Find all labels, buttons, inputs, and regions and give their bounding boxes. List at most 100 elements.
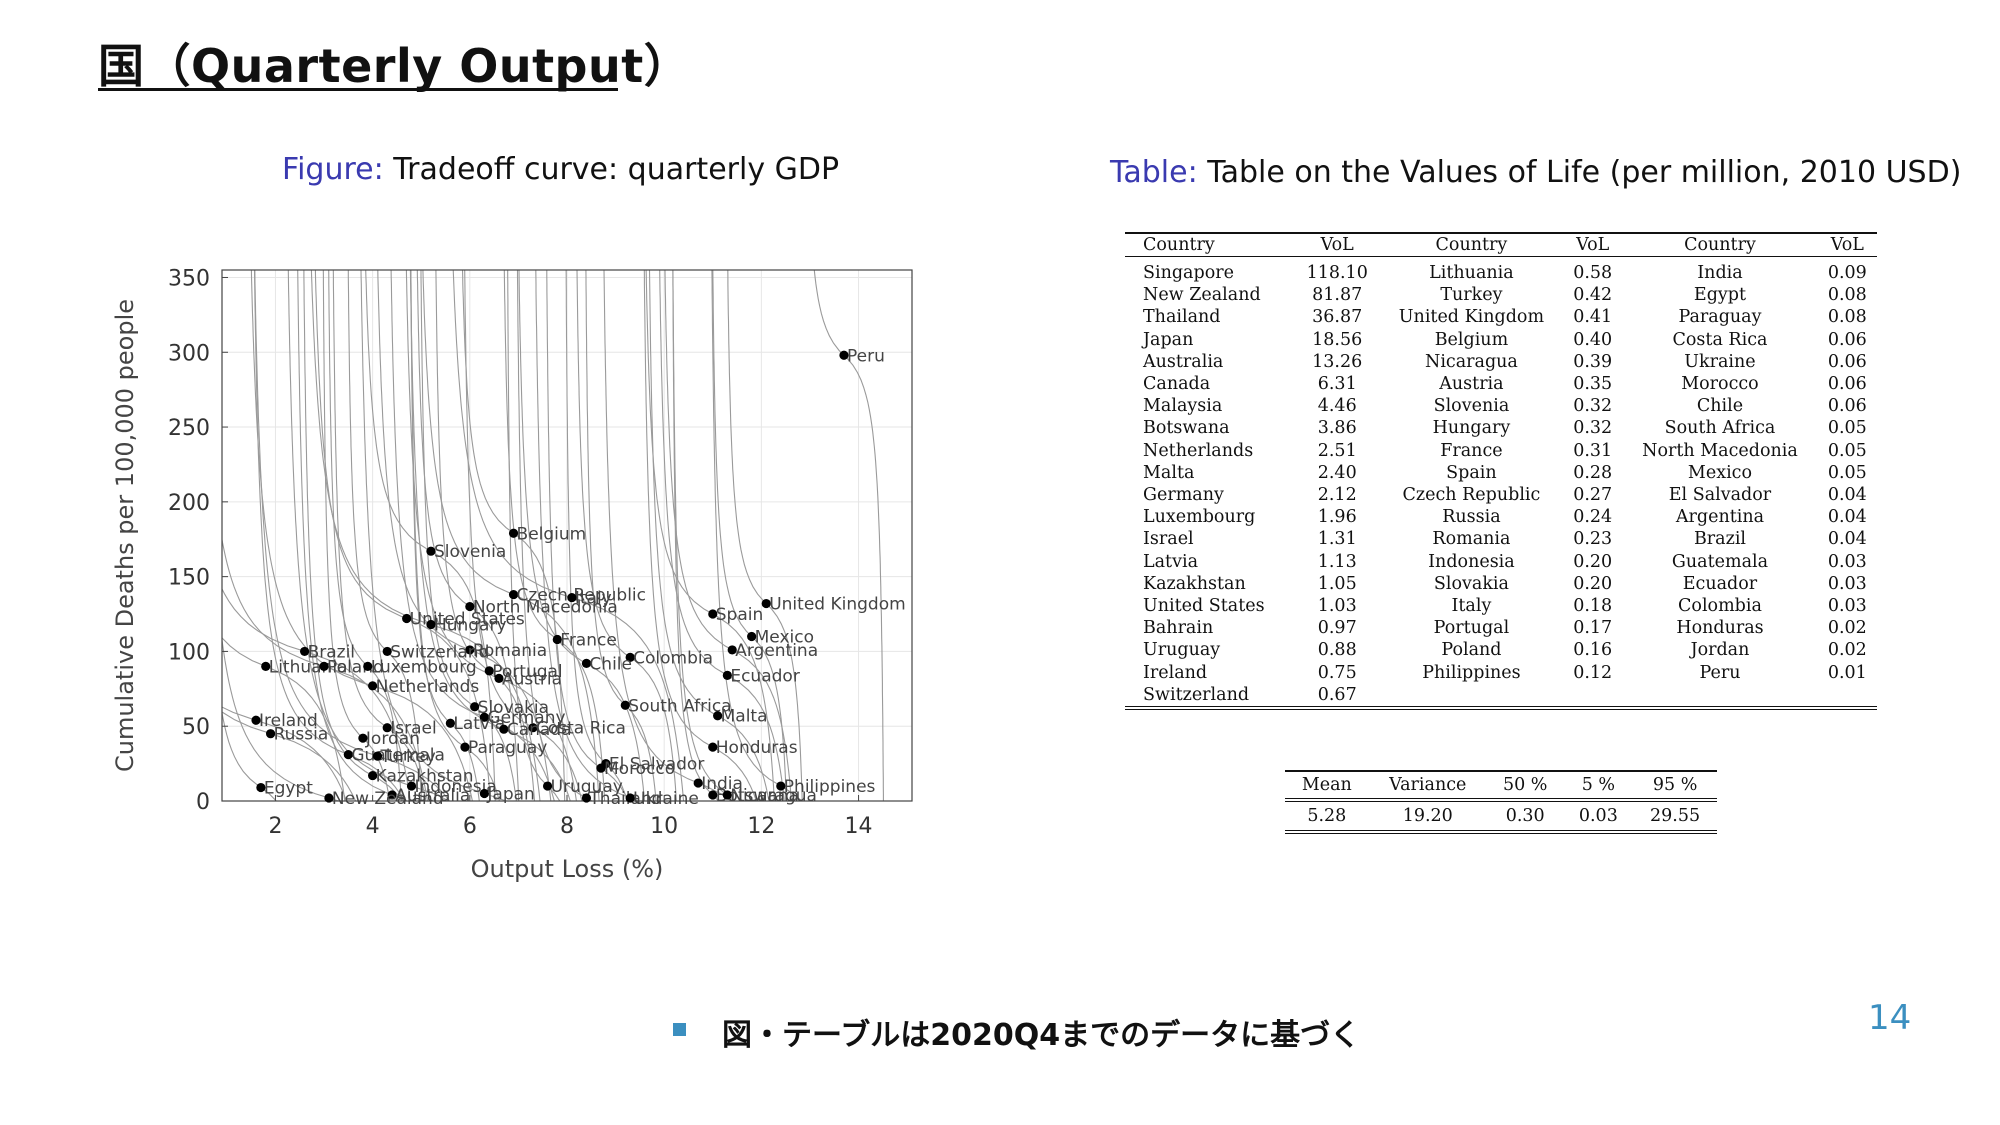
data-point bbox=[596, 763, 606, 773]
tradeoff-curve bbox=[664, 270, 792, 801]
table-caption-tag: Table: bbox=[1110, 155, 1198, 190]
data-point-label: India bbox=[701, 774, 743, 794]
tradeoff-curve bbox=[516, 270, 593, 801]
data-point bbox=[542, 781, 553, 791]
table-cell: 2.51 bbox=[1317, 440, 1357, 461]
table-cell: 0.02 bbox=[1827, 640, 1867, 661]
table-row: Malaysia 4.46 Slovenia 0.32 Chile 0.06 bbox=[1125, 395, 1877, 417]
tradeoff-curve bbox=[332, 270, 427, 801]
table-cell: South Africa bbox=[1664, 418, 1776, 439]
data-point bbox=[776, 781, 786, 791]
table-caption-text: Table on the Values of Life (per million… bbox=[1207, 155, 1962, 190]
table-cell: Ecuador bbox=[1682, 573, 1758, 594]
table-cell: North Macedonia bbox=[1642, 440, 1798, 461]
data-point bbox=[552, 634, 562, 645]
tradeoff-curve bbox=[711, 270, 803, 801]
data-point-label: Ukraine bbox=[633, 789, 699, 809]
table-cell: Malaysia bbox=[1143, 396, 1223, 417]
table-cell: 0.08 bbox=[1827, 285, 1867, 306]
table-cell: 1.96 bbox=[1317, 507, 1357, 528]
table-cell: 0.04 bbox=[1827, 485, 1867, 506]
data-point bbox=[363, 661, 373, 671]
data-point-label: Thailand bbox=[588, 789, 662, 809]
table-cell: Botswana bbox=[1143, 418, 1230, 439]
data-point bbox=[382, 646, 392, 657]
tradeoff-curve bbox=[347, 270, 422, 801]
tradeoff-curve bbox=[254, 270, 451, 801]
table-cell: 0.32 bbox=[1573, 418, 1613, 439]
table-row: Israel 1.31 Romania 0.23 Brazil 0.04 bbox=[1125, 528, 1877, 550]
data-point bbox=[426, 546, 436, 556]
table-cell: Brazil bbox=[1693, 529, 1747, 550]
x-tick-label: 6 bbox=[463, 814, 477, 839]
table-cell: Mexico bbox=[1687, 462, 1753, 483]
data-point bbox=[261, 661, 271, 671]
table-row: Ireland 0.75 Philippines 0.12 Peru 0.01 bbox=[1125, 662, 1877, 684]
table-cell: Latvia bbox=[1143, 551, 1199, 572]
table-cell: Australia bbox=[1143, 351, 1224, 372]
data-point-label: South Africa bbox=[628, 696, 731, 716]
data-point bbox=[387, 790, 397, 800]
data-point bbox=[382, 723, 392, 733]
tradeoff-curve bbox=[303, 270, 403, 801]
data-point-label: Philippines bbox=[784, 777, 876, 797]
stat-header: 50 % bbox=[1486, 770, 1564, 802]
table-cell: Uruguay bbox=[1143, 640, 1221, 661]
table-cell: 0.06 bbox=[1827, 351, 1867, 372]
table-header-country: Country bbox=[1125, 232, 1295, 257]
table-cell: 2.40 bbox=[1317, 462, 1357, 483]
table-cell: 0.09 bbox=[1827, 263, 1867, 283]
data-point-label: Belgium bbox=[517, 524, 587, 544]
y-tick-label: 100 bbox=[168, 640, 210, 665]
table-cell: 0.23 bbox=[1573, 529, 1613, 550]
x-axis-label: Output Loss (%) bbox=[471, 855, 664, 883]
table-cell: Malta bbox=[1143, 462, 1195, 483]
table-cell: Spain bbox=[1446, 462, 1497, 483]
table-cell: 0.97 bbox=[1317, 618, 1357, 639]
page-number: 14 bbox=[1868, 998, 1912, 1038]
data-point-label: Netherlands bbox=[376, 677, 480, 697]
data-point-label: Israel bbox=[390, 719, 436, 739]
data-point-label: Indonesia bbox=[415, 777, 497, 797]
table-header-country: Country bbox=[1379, 232, 1563, 257]
data-point-label: France bbox=[560, 630, 617, 650]
table-cell: 118.10 bbox=[1306, 263, 1368, 283]
data-point-label: Costa Rica bbox=[536, 719, 626, 739]
data-point-label: Chile bbox=[589, 654, 632, 674]
y-tick-label: 200 bbox=[168, 491, 210, 516]
table-cell: Costa Rica bbox=[1672, 329, 1768, 350]
data-point bbox=[460, 742, 470, 752]
table-cell bbox=[1622, 683, 1818, 711]
data-point bbox=[567, 592, 577, 603]
data-point bbox=[470, 702, 480, 712]
table-cell: Austria bbox=[1439, 374, 1504, 395]
data-point-label: Kazakhstan bbox=[376, 767, 474, 787]
tradeoff-curve bbox=[250, 270, 473, 801]
table-cell: Peru bbox=[1699, 662, 1741, 683]
tradeoff-curve bbox=[603, 270, 732, 801]
figure-caption-text: Tradeoff curve: quarterly GDP bbox=[393, 152, 840, 187]
table-cell: 0.06 bbox=[1827, 396, 1867, 417]
data-point-label: Mexico bbox=[755, 627, 814, 647]
table-cell: 0.27 bbox=[1573, 485, 1613, 506]
y-tick-label: 150 bbox=[168, 566, 210, 591]
tradeoff-curve bbox=[565, 270, 628, 801]
data-point-label: Jordan bbox=[365, 729, 420, 749]
figure-caption: Figure: Tradeoff curve: quarterly GDP bbox=[282, 152, 839, 187]
data-point bbox=[508, 528, 519, 538]
tradeoff-curve bbox=[672, 270, 736, 801]
y-tick-label: 0 bbox=[196, 790, 210, 815]
data-point bbox=[343, 750, 353, 760]
data-point-label: Luxembourg bbox=[371, 657, 477, 677]
table-cell: Romania bbox=[1432, 529, 1511, 550]
x-tick-label: 10 bbox=[650, 814, 678, 839]
tradeoff-curve bbox=[507, 270, 561, 801]
tradeoff-curve bbox=[222, 636, 346, 801]
data-point bbox=[465, 601, 475, 612]
stat-value: 19.20 bbox=[1368, 800, 1487, 834]
data-point bbox=[256, 782, 266, 793]
data-point-label: Paraguay bbox=[468, 738, 547, 758]
x-tick-label: 2 bbox=[268, 814, 282, 839]
data-point bbox=[499, 724, 509, 734]
data-point-label: Botswana bbox=[716, 786, 799, 806]
